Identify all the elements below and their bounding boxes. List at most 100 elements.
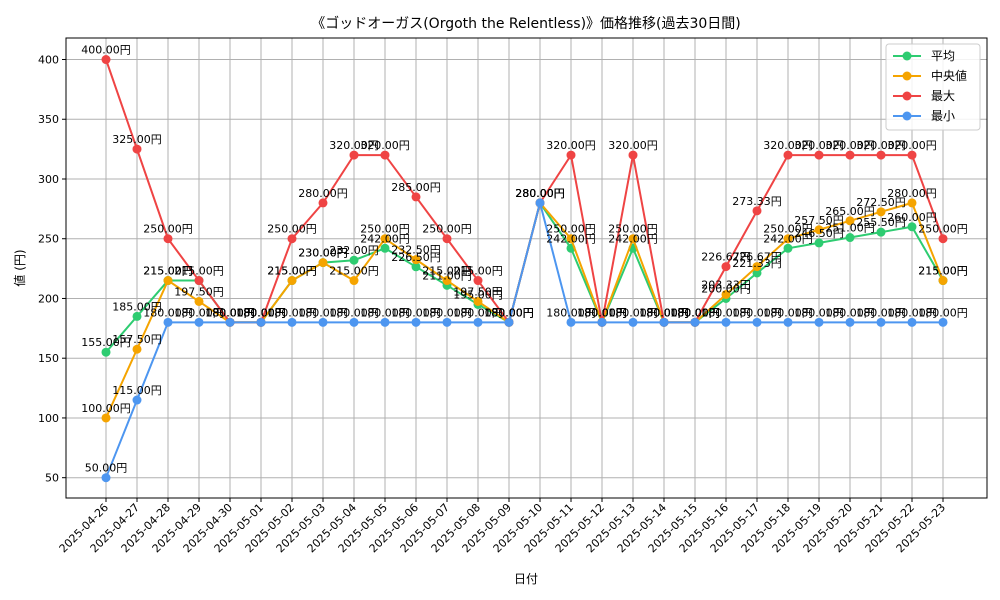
data-label: 273.33円 [732,195,782,208]
data-point [690,317,700,327]
data-point [442,276,452,286]
data-label: 221.33円 [732,257,782,270]
data-point [380,243,390,253]
data-point [721,317,731,327]
data-label: 320.00円 [825,139,875,152]
data-label: 180.00円 [484,306,534,319]
data-point [163,234,173,244]
data-label: 215.00円 [143,265,193,278]
data-label: 211.00円 [422,269,472,282]
data-point [411,317,421,327]
data-label: 320.00円 [360,139,410,152]
data-label: 242.00円 [763,232,813,245]
data-label: 320.00円 [794,139,844,152]
data-point [473,276,483,286]
data-point [535,198,545,208]
data-label: 251.00円 [825,222,875,235]
data-label: 232.50円 [391,244,441,257]
data-point [814,317,824,327]
data-label: 195.00円 [453,288,503,301]
data-point [442,317,452,327]
data-label: 280.00円 [515,187,565,200]
data-point [845,216,855,226]
data-point [349,317,359,327]
data-label: 180.00円 [484,306,534,319]
data-label: 280.00円 [515,187,565,200]
data-label: 226.67円 [732,251,782,264]
data-label: 180.00円 [918,306,968,319]
data-point [566,150,576,160]
data-label: 180.00円 [732,306,782,319]
data-label: 215.00円 [422,265,472,278]
data-point [132,395,142,405]
data-label: 180.00円 [670,306,720,319]
data-point [380,234,390,244]
y-tick-label: 350 [38,113,59,126]
data-label: 320.00円 [546,139,596,152]
data-label: 180.00円 [546,306,596,319]
data-point [411,255,421,265]
legend-marker [902,71,912,81]
data-point [349,150,359,160]
data-point [349,276,359,286]
series-line [105,198,943,479]
legend-marker [902,111,912,121]
data-label: 180.00円 [577,306,627,319]
data-label: 242.00円 [360,232,410,245]
data-point [132,144,142,154]
data-label: 180.00円 [453,306,503,319]
data-label: 250.00円 [763,223,813,236]
data-label: 180.00円 [577,306,627,319]
data-point [163,276,173,286]
y-axis-ticks: 50 100 150 200 250 300 350 400 [38,54,66,485]
data-point [752,268,762,278]
data-point [907,222,917,232]
data-label: 257.50円 [794,214,844,227]
y-tick-label: 200 [38,292,59,305]
data-point [814,238,824,248]
data-label: 215.00円 [918,265,968,278]
data-label: 180.00円 [670,306,720,319]
data-point [628,234,638,244]
data-label: 180.00円 [360,306,410,319]
data-label: 230.00円 [298,247,348,260]
data-label: 180.00円 [577,306,627,319]
data-point [876,227,886,237]
data-label: 230.00円 [298,247,348,260]
data-point [752,262,762,272]
data-label: 226.50円 [391,251,441,264]
chart-title: 《ゴッドオーガス(Orgoth the Relentless)》価格推移(過去3… [311,15,741,32]
data-label: 180.00円 [484,306,534,319]
data-point [473,317,483,327]
data-point [256,317,266,327]
data-label: 320.00円 [887,139,937,152]
data-point [411,192,421,202]
data-label: 250.00円 [422,223,472,236]
data-label: 197.50円 [453,285,503,298]
data-label: 180.00円 [825,306,875,319]
data-point [845,150,855,160]
data-point [845,233,855,243]
data-label: 180.00円 [639,306,689,319]
data-label: 280.00円 [298,187,348,200]
data-label: 180.00円 [391,306,441,319]
data-label: 180.00円 [143,306,193,319]
data-label: 215.00円 [918,265,968,278]
data-label: 320.00円 [763,139,813,152]
data-label: 250.00円 [360,223,410,236]
data-label: 215.00円 [453,265,503,278]
data-point [938,317,948,327]
data-point [566,234,576,244]
data-label: 215.00円 [267,265,317,278]
data-label: 180.00円 [670,306,720,319]
data-label: 280.00円 [515,187,565,200]
data-point [721,262,731,272]
legend-label: 平均 [931,49,955,63]
data-label: 180.00円 [856,306,906,319]
data-label: 180.00円 [422,306,472,319]
legend-label: 中央値 [931,68,967,83]
data-point [783,243,793,253]
data-label: 260.00円 [887,211,937,224]
